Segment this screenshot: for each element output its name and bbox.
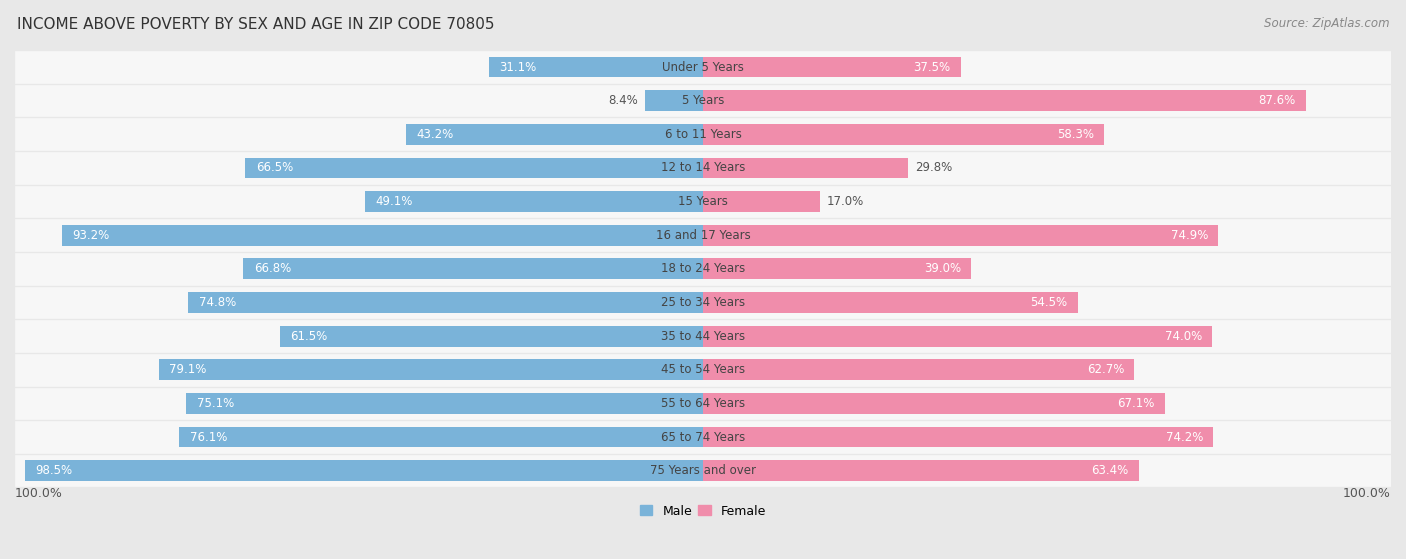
Text: 74.8%: 74.8% [198,296,236,309]
Bar [703,292,1078,313]
Bar [15,119,1391,150]
Text: 58.3%: 58.3% [1057,128,1094,141]
Text: 100.0%: 100.0% [15,487,63,500]
Text: 6 to 11 Years: 6 to 11 Years [665,128,741,141]
Text: 25 to 34 Years: 25 to 34 Years [661,296,745,309]
Text: 55 to 64 Years: 55 to 64 Years [661,397,745,410]
Bar [15,219,1391,251]
Text: 66.8%: 66.8% [253,262,291,276]
Text: 5 Years: 5 Years [682,94,724,107]
Text: 8.4%: 8.4% [609,94,638,107]
Bar [15,421,1391,453]
Text: 12 to 14 Years: 12 to 14 Years [661,162,745,174]
Bar [703,326,1212,347]
Text: 74.2%: 74.2% [1166,430,1204,443]
Text: 18 to 24 Years: 18 to 24 Years [661,262,745,276]
Text: 16 and 17 Years: 16 and 17 Years [655,229,751,241]
Bar [15,186,1391,217]
Text: 74.9%: 74.9% [1171,229,1208,241]
Bar [187,393,703,414]
Bar [15,455,1391,486]
Text: 63.4%: 63.4% [1091,464,1129,477]
Text: 29.8%: 29.8% [915,162,952,174]
Bar [188,292,703,313]
Bar [703,460,1139,481]
Text: 61.5%: 61.5% [290,330,328,343]
Text: 74.0%: 74.0% [1164,330,1202,343]
Bar [15,85,1391,116]
Bar [280,326,703,347]
Bar [703,225,1219,245]
Text: 75.1%: 75.1% [197,397,233,410]
Text: 79.1%: 79.1% [169,363,207,376]
Text: 43.2%: 43.2% [416,128,453,141]
Text: 75 Years and over: 75 Years and over [650,464,756,477]
Bar [645,90,703,111]
Text: INCOME ABOVE POVERTY BY SEX AND AGE IN ZIP CODE 70805: INCOME ABOVE POVERTY BY SEX AND AGE IN Z… [17,17,495,32]
Text: 37.5%: 37.5% [914,60,950,74]
Bar [15,354,1391,386]
Text: 93.2%: 93.2% [72,229,110,241]
Text: 39.0%: 39.0% [924,262,960,276]
Bar [15,51,1391,83]
Bar [703,359,1135,380]
Bar [703,56,960,78]
Text: Source: ZipAtlas.com: Source: ZipAtlas.com [1264,17,1389,30]
Bar [246,158,703,178]
Text: 67.1%: 67.1% [1116,397,1154,410]
Text: 45 to 54 Years: 45 to 54 Years [661,363,745,376]
Bar [15,387,1391,419]
Text: 35 to 44 Years: 35 to 44 Years [661,330,745,343]
Bar [703,124,1104,145]
Text: 62.7%: 62.7% [1087,363,1123,376]
Text: 31.1%: 31.1% [499,60,537,74]
Bar [15,287,1391,318]
Bar [703,427,1213,447]
Bar [703,191,820,212]
Text: 100.0%: 100.0% [1343,487,1391,500]
Bar [15,253,1391,285]
Bar [25,460,703,481]
Text: 87.6%: 87.6% [1258,94,1295,107]
Text: Under 5 Years: Under 5 Years [662,60,744,74]
Text: 65 to 74 Years: 65 to 74 Years [661,430,745,443]
Text: 17.0%: 17.0% [827,195,865,208]
Text: 98.5%: 98.5% [35,464,73,477]
Bar [703,158,908,178]
Bar [62,225,703,245]
Bar [703,90,1306,111]
Text: 49.1%: 49.1% [375,195,413,208]
Text: 54.5%: 54.5% [1031,296,1067,309]
Bar [489,56,703,78]
Bar [180,427,703,447]
Text: 66.5%: 66.5% [256,162,292,174]
Bar [15,320,1391,352]
Bar [243,258,703,280]
Bar [406,124,703,145]
Text: 76.1%: 76.1% [190,430,228,443]
Text: 15 Years: 15 Years [678,195,728,208]
Legend: Male, Female: Male, Female [636,500,770,523]
Bar [703,393,1164,414]
Bar [366,191,703,212]
Bar [703,258,972,280]
Bar [159,359,703,380]
Bar [15,152,1391,184]
